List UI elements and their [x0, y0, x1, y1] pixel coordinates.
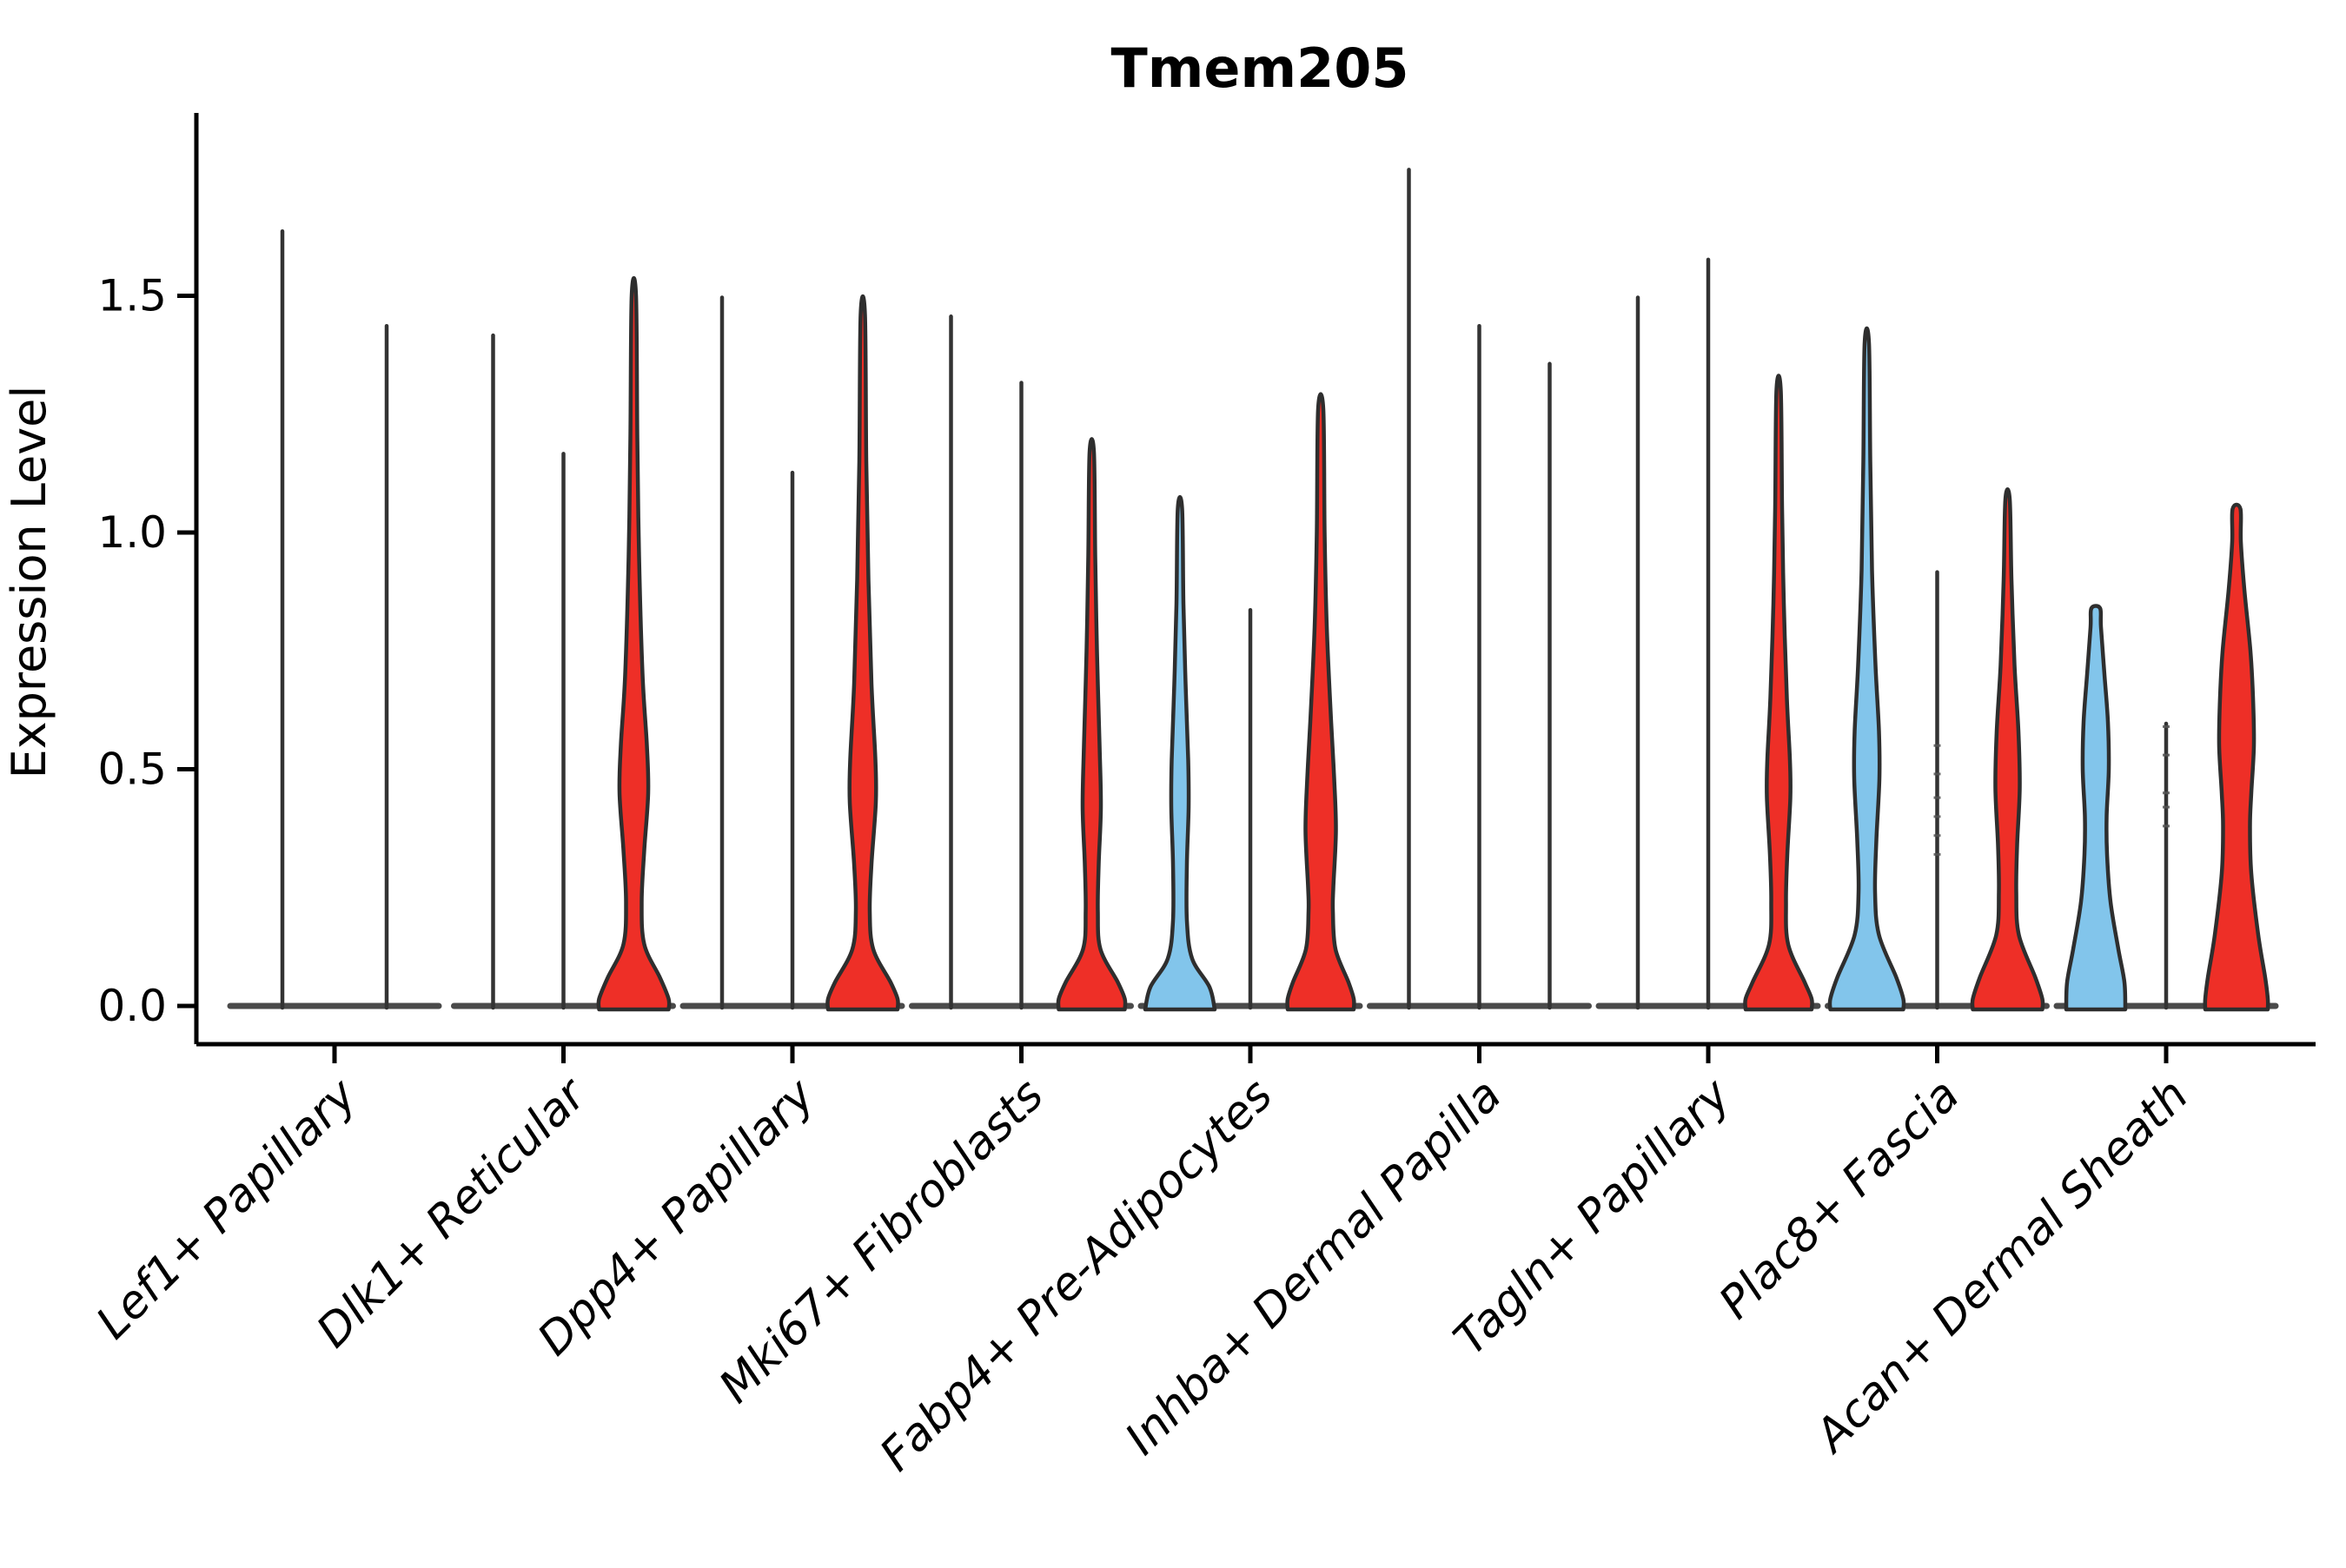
y-axis-label: Expression Level: [2, 386, 56, 779]
y-tick-label-0: 0.0: [97, 981, 167, 1031]
jitter-dot-7-1-2: [1933, 815, 1941, 818]
x-tick-label-4: Fabp4+ Pre-Adipocytes: [871, 1069, 1283, 1482]
violin-blue-8-0: [2064, 604, 2128, 1012]
x-tick-label-8: Acan+ Dermal Sheath: [1804, 1069, 2198, 1464]
violin-red-7-2: [1970, 487, 2045, 1012]
violin-red-1-2: [596, 275, 672, 1012]
axes: [194, 113, 2316, 1047]
jitter-dot-8-1-2: [2163, 791, 2170, 795]
violin-red-3-2: [1056, 437, 1128, 1012]
jitter-dot-7-1-3: [1933, 796, 1941, 799]
jitter-dot-8-1-3: [2163, 753, 2170, 757]
violin-red-8-2: [2203, 502, 2270, 1012]
jitter-dot-7-1-0: [1933, 853, 1941, 857]
x-tick-label-5: Inhba+ Dermal Papilla: [1116, 1069, 1512, 1465]
y-tick-label-1: 0.5: [97, 744, 167, 795]
jitter-dot-8-1-0: [2163, 824, 2170, 828]
jitter-dot-7-1-5: [1933, 744, 1941, 747]
x-axis-ticks: [332, 1044, 2169, 1063]
jitter-dot-7-1-4: [1933, 772, 1941, 776]
y-tick-label-3: 1.5: [97, 271, 167, 321]
violin-red-6-2: [1743, 374, 1814, 1012]
violins-layer: [227, 168, 2279, 1012]
violin-red-2-2: [825, 294, 900, 1012]
violin-red-4-2: [1285, 392, 1356, 1012]
y-axis-ticks: 0.0 0.5 1.0 1.5: [97, 271, 196, 1031]
jitter-dot-8-1-4: [2163, 724, 2170, 728]
x-tick-label-7: Plac8+ Fascia: [1709, 1069, 1969, 1329]
y-tick-label-2: 1.0: [97, 507, 167, 558]
jitter-dot-8-1-1: [2163, 805, 2170, 809]
chart-title: Tmem205: [1111, 36, 1409, 100]
violin-blue-4-0: [1143, 494, 1217, 1012]
jitter-dot-7-1-1: [1933, 834, 1941, 837]
violin-blue-7-0: [1827, 326, 1906, 1012]
